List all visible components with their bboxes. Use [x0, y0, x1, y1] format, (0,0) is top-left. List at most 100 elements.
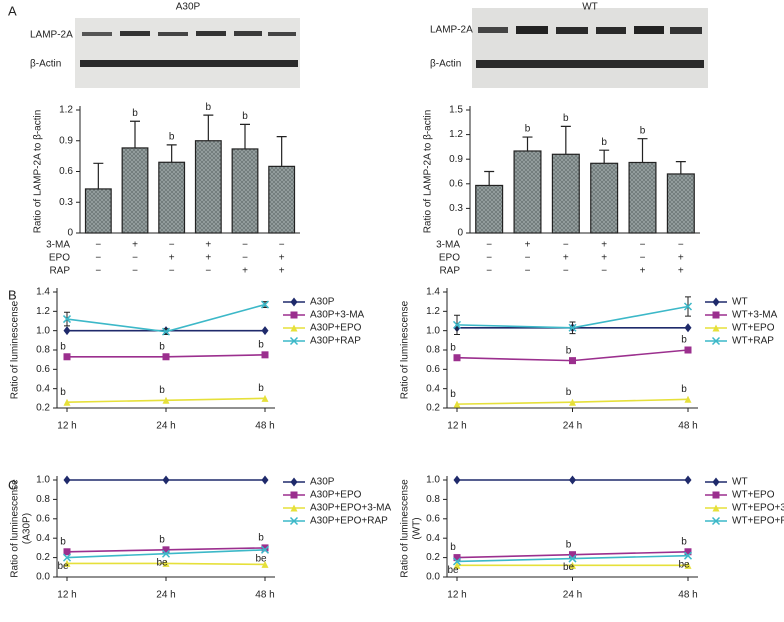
- condition-sign: +: [601, 240, 607, 251]
- y-tick-label: 0.2: [426, 403, 440, 414]
- marker: [290, 297, 298, 307]
- marker: [568, 323, 577, 332]
- marker: [569, 551, 576, 559]
- condition-sign: +: [678, 266, 684, 277]
- marker: [62, 553, 72, 562]
- marker: [63, 326, 71, 336]
- legend-label: WT+EPO+3-MA: [732, 503, 784, 514]
- marker: [712, 324, 720, 332]
- point-label: b: [566, 345, 572, 356]
- bar: [551, 153, 580, 234]
- y-tick-label: 0.0: [36, 572, 50, 583]
- x-tick-label: 12 h: [57, 421, 76, 432]
- y-tick-label: 1.0: [426, 475, 440, 486]
- bar: [513, 150, 542, 234]
- annotation: b: [525, 124, 531, 135]
- condition-label: RAP: [49, 266, 70, 277]
- marker: [569, 475, 576, 485]
- y-tick-label: 1.5: [449, 105, 463, 116]
- annotation: b: [563, 113, 569, 124]
- condition-sign: −: [169, 266, 175, 277]
- marker: [162, 475, 170, 485]
- marker: [289, 516, 299, 526]
- marker: [63, 475, 71, 485]
- blot-row-label: β-Actin: [430, 59, 461, 70]
- y-tick-label: 0.8: [426, 494, 440, 505]
- marker: [684, 346, 692, 354]
- y-tick-label: 0.8: [36, 345, 50, 356]
- blot-title: A30P: [176, 2, 201, 13]
- annotation: b: [169, 131, 175, 142]
- condition-label: RAP: [439, 266, 460, 277]
- marker: [712, 504, 720, 512]
- error-bar: [522, 136, 533, 151]
- annotation: b: [242, 111, 248, 122]
- marker: [290, 491, 298, 499]
- annotation: b: [206, 102, 212, 113]
- y-tick-label: 0.6: [426, 364, 440, 375]
- x-tick-label: 24 h: [563, 421, 582, 432]
- annotation: b: [601, 137, 607, 148]
- point-label: b: [60, 341, 66, 352]
- legend-label: A30P+RAP: [310, 336, 361, 347]
- point-label: b: [450, 542, 456, 553]
- marker: [712, 477, 720, 487]
- error-bar: [240, 123, 250, 149]
- legend-label: WT+3-MA: [732, 310, 778, 321]
- condition-sign: −: [169, 240, 175, 251]
- legend-label: WT+EPO+RAP: [732, 516, 784, 527]
- condition-sign: −: [242, 240, 248, 251]
- bar: [628, 161, 657, 234]
- condition-sign: −: [205, 266, 211, 277]
- condition-sign: −: [640, 240, 646, 251]
- condition-sign: −: [95, 266, 101, 277]
- blot-title: WT: [582, 2, 598, 13]
- condition-sign: +: [205, 253, 211, 264]
- panel-label: A: [8, 3, 17, 18]
- point-label: b: [681, 335, 687, 346]
- bar: [268, 165, 296, 234]
- point-label: b: [566, 539, 572, 550]
- point-label: b: [258, 533, 264, 544]
- condition-sign: +: [205, 240, 211, 251]
- point-label: b: [450, 342, 456, 353]
- marker: [452, 557, 462, 566]
- y-axis-label: Ratio of luminescense: [400, 300, 411, 399]
- y-tick-label: 0: [457, 228, 463, 239]
- y-tick-label: 0.2: [36, 552, 50, 563]
- marker: [683, 551, 693, 560]
- condition-sign: +: [563, 253, 569, 264]
- x-tick-label: 24 h: [156, 590, 175, 601]
- y-tick-label: 1.4: [426, 287, 440, 298]
- marker: [290, 324, 298, 332]
- marker: [261, 475, 269, 485]
- condition-sign: −: [563, 266, 569, 277]
- marker: [712, 311, 720, 319]
- marker: [684, 475, 692, 485]
- x-tick-label: 48 h: [255, 590, 274, 601]
- marker: [712, 297, 720, 307]
- y-tick-label: 0.4: [36, 533, 50, 544]
- x-tick-label: 24 h: [156, 421, 175, 432]
- condition-sign: −: [242, 253, 248, 264]
- condition-sign: +: [169, 253, 175, 264]
- marker: [162, 396, 170, 404]
- condition-sign: −: [132, 253, 138, 264]
- error-bar: [276, 136, 287, 167]
- error-bar: [166, 144, 177, 163]
- condition-sign: +: [132, 240, 138, 251]
- blot-row-label: LAMP-2A: [30, 30, 73, 41]
- x-tick-label: 48 h: [255, 421, 274, 432]
- legend-label: A30P+3-MA: [310, 310, 365, 321]
- marker: [162, 546, 170, 554]
- y-tick-label: 1.4: [36, 287, 50, 298]
- marker: [289, 336, 299, 346]
- point-label: b: [681, 384, 687, 395]
- error-bar: [93, 162, 104, 189]
- marker: [161, 549, 171, 558]
- condition-sign: −: [95, 240, 101, 251]
- marker: [684, 561, 692, 569]
- marker: [684, 395, 692, 403]
- condition-sign: +: [525, 240, 531, 251]
